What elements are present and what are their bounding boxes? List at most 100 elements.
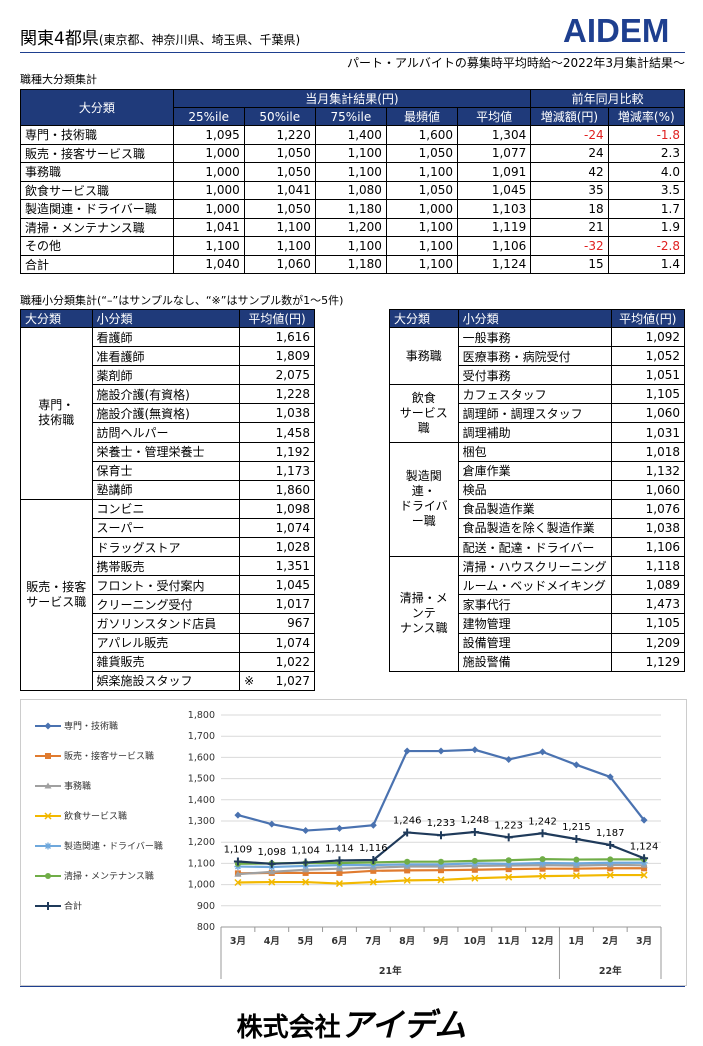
table-row: ドラッグストア 1,028 — [21, 537, 315, 558]
legend-label: 飲食サービス職 — [64, 810, 127, 822]
legend-label: 製造関連・ドライバー職 — [64, 840, 163, 852]
data-point — [504, 833, 513, 842]
data-point — [369, 878, 377, 886]
page-title: 関東4都県(東京都、神奈川県、埼玉県、千葉県) — [20, 24, 300, 49]
average-wage-cell: 1,351 — [239, 556, 315, 577]
table-row: 製造関連・ドライバー職 1,000 1,050 1,180 1,000 1,103 18 1.… — [20, 199, 686, 219]
x-tick-label: 5月 — [298, 936, 314, 947]
average-wage: 1,458 — [275, 425, 310, 440]
x-tick-label: 1月 — [568, 936, 584, 947]
legend-marker — [45, 753, 51, 759]
average-wage: 1,118 — [645, 559, 680, 574]
value-diff: 42 — [530, 162, 609, 182]
value-p50: 1,100 — [243, 217, 316, 237]
value-p25: 1,000 — [172, 143, 245, 163]
data-point — [335, 856, 344, 865]
value-p25: 1,041 — [172, 217, 245, 237]
value-mode: 1,100 — [385, 162, 459, 182]
value-p75: 1,180 — [314, 199, 387, 219]
average-wage-cell: 1,038 — [610, 517, 686, 539]
data-point — [573, 865, 580, 872]
aidem-logo: AIDEM — [563, 12, 669, 50]
minor-category-name: 保育士 — [91, 460, 241, 481]
value-mode: 1,100 — [385, 254, 459, 274]
value-p75: 1,400 — [314, 125, 387, 145]
average-wage-cell: 1,105 — [610, 384, 686, 405]
average-wage-cell: 1,060 — [610, 479, 686, 500]
value-mode: 1,050 — [385, 143, 459, 163]
column-header: 増減額(円) — [530, 107, 609, 126]
minor-category-name: コンビニ — [91, 498, 241, 519]
table-row: 専門・技術職 1,095 1,220 1,400 1,600 1,304 -24 -1.8 — [20, 125, 686, 145]
major-category-cell: 清掃・メンテ ナンス職 — [389, 556, 459, 672]
value-mode: 1,100 — [385, 217, 459, 237]
chart-svg: 800 900 1,000 1,100 1,200 1,300 1,400 1,500 1,60… — [35, 710, 662, 979]
average-wage-cell: 1,028 — [239, 537, 315, 558]
value-p25: 1,000 — [172, 162, 245, 182]
data-point — [268, 820, 276, 828]
data-point — [234, 811, 242, 819]
value-avg: 1,045 — [457, 180, 532, 200]
value-avg: 1,124 — [457, 254, 532, 274]
average-wage: 1,209 — [645, 635, 680, 650]
value-avg: 1,106 — [457, 236, 532, 256]
column-header: 増減率(%) — [607, 107, 686, 126]
data-point — [471, 746, 479, 754]
value-diff: 21 — [530, 217, 609, 237]
title-region: 関東4都県 — [20, 29, 99, 49]
value-p25: 1,000 — [172, 199, 245, 219]
data-point — [539, 865, 546, 872]
average-wage-cell: 967 — [239, 613, 315, 634]
table-row: 配送・配達・ドライバー 1,106 — [390, 537, 686, 558]
table-row: スーパー 1,074 — [21, 517, 315, 539]
legend-marker — [45, 873, 51, 879]
average-wage: 1,060 — [645, 482, 680, 497]
data-point — [301, 858, 310, 867]
column-header: 75%ile — [314, 107, 387, 126]
data-point — [607, 865, 614, 872]
data-label: 1,223 — [494, 820, 523, 831]
header-minor: 小分類 — [457, 309, 612, 328]
data-point — [403, 747, 411, 755]
average-wage-cell: 1,173 — [239, 460, 315, 481]
value-diff: 24 — [530, 143, 609, 163]
average-wage-cell: 1,132 — [610, 460, 686, 481]
y-tick-label: 1,500 — [188, 774, 215, 785]
average-wage-cell: 1,089 — [610, 575, 686, 596]
average-wage: 1,031 — [645, 425, 680, 440]
table-row: 飲食サービス職 1,000 1,041 1,080 1,050 1,045 35 3.5 — [20, 180, 686, 200]
value-p25: 1,100 — [172, 236, 245, 256]
average-wage: 1,038 — [275, 406, 310, 421]
data-point — [505, 866, 512, 873]
table-row: 飲食 サービス職 カフェスタッフ 1,105 — [389, 384, 686, 443]
data-point — [640, 816, 648, 824]
average-wage-cell: 1,105 — [610, 613, 686, 634]
value-mode: 1,050 — [385, 180, 459, 200]
average-wage: 1,192 — [275, 444, 310, 459]
data-point — [471, 874, 479, 882]
data-point — [437, 876, 445, 884]
minor-category-name: 食品製造を除く製造作業 — [457, 517, 612, 539]
average-wage-cell: 1,458 — [239, 422, 315, 443]
header-major: 大分類 — [20, 309, 93, 328]
table-row: 販売・接客 サービス職 コンビニ 1,098 — [20, 498, 315, 691]
y-tick-label: 1,100 — [188, 858, 215, 869]
data-point — [539, 856, 546, 863]
value-p75: 1,100 — [314, 143, 387, 163]
data-point — [437, 747, 445, 755]
value-p25: 1,040 — [172, 254, 245, 274]
y-tick-label: 1,300 — [188, 816, 215, 827]
data-point — [370, 867, 377, 874]
minor-category-name: 施設介護(有資格) — [91, 384, 241, 405]
average-wage: 1,173 — [275, 463, 310, 478]
data-point — [302, 869, 309, 876]
data-point — [607, 856, 614, 863]
table-row: ルーム・ベッドメイキング 1,089 — [390, 575, 686, 596]
y-tick-label: 800 — [197, 922, 215, 933]
data-label: 1,109 — [224, 844, 253, 855]
minor-category-name: 検品 — [457, 479, 612, 500]
year-group-label: 21年 — [379, 965, 402, 977]
x-tick-label: 4月 — [264, 936, 280, 947]
table-row: 調理師・調理スタッフ 1,060 — [390, 403, 686, 424]
minor-category-name: 配送・配達・ドライバー — [457, 537, 612, 558]
